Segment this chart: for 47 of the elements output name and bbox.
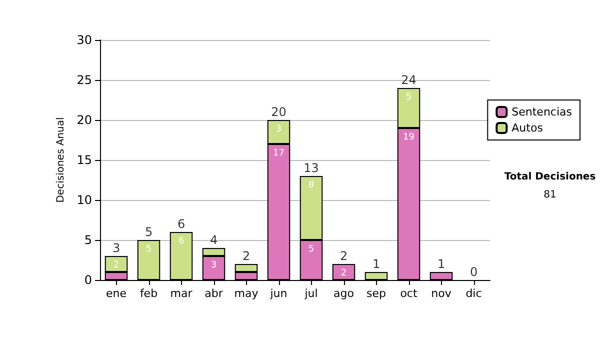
data-label: 3 bbox=[210, 260, 217, 270]
data-label: 5 bbox=[308, 244, 314, 254]
legend-label: Sentencias bbox=[512, 106, 572, 118]
data-label: 2 bbox=[340, 268, 347, 278]
data-label: 5 bbox=[146, 244, 152, 254]
total-label: 20 bbox=[271, 105, 286, 119]
total-label: 2 bbox=[242, 249, 250, 263]
total-label: 2 bbox=[340, 249, 348, 263]
total-label: 1 bbox=[372, 257, 380, 271]
total-label: 0 bbox=[470, 265, 478, 279]
data-label: 2 bbox=[113, 260, 120, 270]
data-label: 8 bbox=[308, 180, 314, 190]
x-tick-label: nov bbox=[431, 287, 452, 300]
x-tick-label: oct bbox=[400, 287, 418, 300]
y-axis-title: Decisiones Anual bbox=[55, 117, 66, 203]
data-label: 5 bbox=[406, 92, 412, 102]
text: 81 bbox=[544, 190, 556, 200]
x-tick-label: jun bbox=[269, 287, 288, 300]
total-label: 5 bbox=[144, 225, 153, 239]
x-tick-label: jul bbox=[304, 287, 318, 300]
x-tick-label: ene bbox=[106, 287, 127, 300]
total-label: 6 bbox=[177, 217, 186, 231]
y-tick-label: 5 bbox=[84, 233, 92, 247]
x-tick-label: mar bbox=[170, 287, 193, 300]
data-label: 19 bbox=[403, 132, 415, 142]
x-tick-label: ago bbox=[334, 287, 354, 300]
x-tick-label: dic bbox=[466, 287, 482, 300]
total-label: 1 bbox=[437, 257, 446, 271]
x-tick-label: feb bbox=[140, 287, 158, 300]
total-label: 24 bbox=[401, 73, 416, 87]
y-tick-label: 15 bbox=[76, 153, 92, 167]
data-label: 6 bbox=[178, 236, 184, 246]
y-tick-label: 20 bbox=[76, 113, 92, 127]
total-label: 4 bbox=[210, 233, 218, 247]
total-label: 3 bbox=[112, 241, 120, 255]
legend-label: Autos bbox=[512, 122, 544, 134]
y-tick-label: 25 bbox=[76, 73, 92, 87]
x-tick-label: sep bbox=[366, 287, 386, 300]
text: Total Decisiones bbox=[504, 172, 596, 182]
x-tick-label: may bbox=[234, 287, 259, 300]
y-tick-label: 0 bbox=[84, 273, 92, 287]
data-label: 3 bbox=[276, 124, 282, 134]
y-tick-label: 10 bbox=[76, 193, 92, 207]
total-label: 13 bbox=[304, 161, 319, 175]
data-label: 17 bbox=[273, 148, 284, 158]
x-tick-label: abr bbox=[204, 287, 224, 300]
y-tick-label: 30 bbox=[76, 33, 92, 47]
